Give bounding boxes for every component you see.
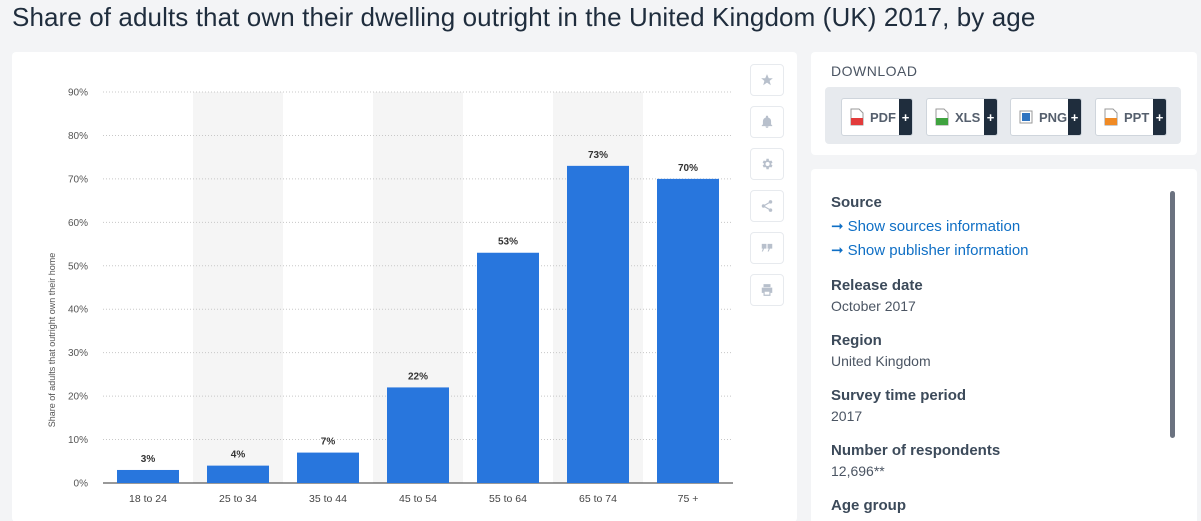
y-tick-label: 70%: [68, 174, 88, 185]
gear-icon: [762, 158, 773, 170]
y-tick-label: 80%: [68, 131, 88, 142]
notification-button[interactable]: [750, 106, 784, 138]
bar[interactable]: [477, 252, 539, 483]
release-date-heading: Release date: [831, 277, 923, 294]
download-pdf-button[interactable]: PDF +: [841, 98, 913, 136]
y-tick-label: 40%: [68, 305, 88, 316]
bar[interactable]: [657, 178, 719, 483]
plus-icon: +: [899, 99, 912, 135]
y-tick-label: 50%: [68, 261, 88, 272]
download-xls-button[interactable]: XLS +: [926, 98, 998, 136]
y-tick-label: 20%: [68, 392, 88, 403]
download-bar: PDF + XLS + PNG + PPT +: [825, 87, 1181, 144]
region-heading: Region: [831, 332, 882, 349]
show-publisher-label: Show publisher information: [847, 242, 1029, 259]
x-tick-label: 75 +: [678, 493, 699, 505]
download-panel: DOWNLOAD PDF + XLS + PNG + PPT +: [811, 52, 1197, 155]
y-tick-label: 30%: [68, 348, 88, 359]
print-button[interactable]: [750, 274, 784, 306]
download-title: DOWNLOAD: [831, 63, 918, 79]
y-tick-label: 60%: [68, 218, 88, 229]
data-label: 70%: [678, 163, 698, 174]
bar[interactable]: [387, 387, 449, 483]
download-xls-label: XLS: [955, 109, 981, 125]
statistic-info-panel: Source ➞ Show sources information ➞ Show…: [811, 169, 1197, 521]
release-date-value: October 2017: [831, 298, 916, 314]
x-tick-label: 25 to 34: [219, 493, 257, 505]
cite-button[interactable]: [750, 232, 784, 264]
data-label: 53%: [498, 237, 518, 248]
bar[interactable]: [567, 165, 629, 483]
age-group-heading: Age group: [831, 497, 906, 514]
bar[interactable]: [207, 465, 269, 483]
y-tick-label: 0%: [74, 479, 89, 490]
x-tick-label: 18 to 24: [129, 493, 167, 505]
download-png-label: PNG: [1039, 109, 1068, 125]
data-label: 3%: [141, 454, 156, 465]
ppt-file-icon: [1104, 108, 1118, 126]
y-tick-label: 90%: [68, 88, 88, 99]
show-sources-label: Show sources information: [847, 218, 1021, 235]
show-publisher-link[interactable]: ➞ Show publisher information: [831, 239, 1161, 263]
data-label: 7%: [321, 437, 336, 448]
share-button[interactable]: [750, 190, 784, 222]
x-tick-label: 45 to 54: [399, 493, 437, 505]
print-icon: [761, 284, 773, 296]
region-value: United Kingdom: [831, 353, 931, 369]
y-tick-label: 10%: [68, 435, 88, 446]
source-heading: Source: [831, 194, 882, 211]
info-scrollbar[interactable]: [1170, 191, 1175, 438]
chart-toolbar: [750, 64, 784, 316]
favorite-button[interactable]: [750, 64, 784, 96]
category-band: [193, 92, 283, 483]
x-tick-label: 35 to 44: [309, 493, 347, 505]
data-label: 4%: [231, 450, 246, 461]
download-ppt-button[interactable]: PPT +: [1095, 98, 1167, 136]
download-pdf-label: PDF: [870, 109, 896, 125]
png-file-icon: [1019, 110, 1033, 124]
x-tick-label: 55 to 64: [489, 493, 527, 505]
download-png-button[interactable]: PNG +: [1010, 98, 1082, 136]
page-title: Share of adults that own their dwelling …: [12, 2, 1036, 32]
plus-icon: +: [1153, 99, 1166, 135]
bell-icon: [761, 115, 773, 128]
survey-period-value: 2017: [831, 408, 863, 424]
xls-file-icon: [935, 108, 949, 126]
data-label: 22%: [408, 371, 428, 382]
share-icon: [761, 200, 773, 212]
x-tick-label: 65 to 74: [579, 493, 617, 505]
data-label: 73%: [588, 150, 608, 161]
quote-icon: [761, 243, 773, 252]
survey-period-heading: Survey time period: [831, 387, 967, 404]
download-ppt-label: PPT: [1124, 109, 1150, 125]
bar[interactable]: [117, 469, 179, 483]
chart-card: 0% 10% 20% 30% 40% 50% 60% 70% 80% 90% 3% 4% 7% 22% 5…: [12, 52, 797, 521]
arrow-right-icon: ➞: [831, 242, 844, 259]
bar-chart: 0% 10% 20% 30% 40% 50% 60% 70% 80% 90% 3% 4% 7% 22% 5…: [47, 88, 733, 505]
settings-button[interactable]: [750, 148, 784, 180]
respondents-heading: Number of respondents: [831, 442, 1001, 459]
respondents-value: 12,696**: [831, 463, 885, 479]
y-axis-label: Share of adults that outright own their …: [47, 253, 57, 428]
pdf-file-icon: [850, 108, 864, 126]
star-icon: [761, 74, 773, 86]
arrow-right-icon: ➞: [831, 218, 844, 235]
plus-icon: +: [1068, 99, 1081, 135]
show-sources-link[interactable]: ➞ Show sources information: [831, 215, 1161, 239]
plus-icon: +: [984, 99, 997, 135]
bar[interactable]: [297, 452, 359, 483]
